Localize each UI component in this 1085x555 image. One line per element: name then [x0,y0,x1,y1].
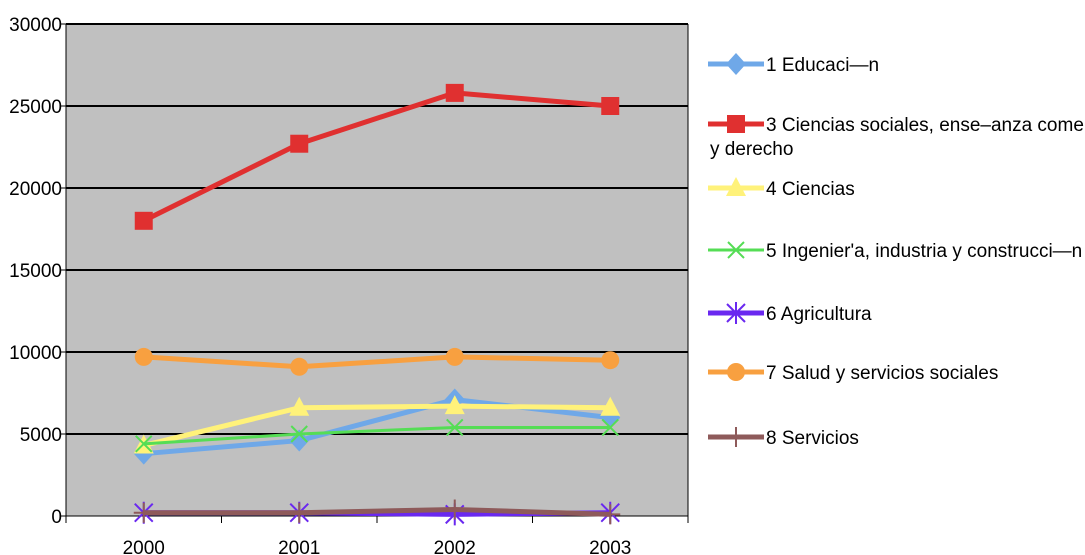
data-point [289,396,310,416]
data-point [446,418,464,437]
legend-swatch-marker [726,53,746,75]
legend-item-3: 4 Ciencias [708,177,855,200]
legend-swatch-marker [727,115,745,133]
legend-label: 7 Salud y servicios sociales [766,363,998,384]
series-group [133,83,621,526]
data-point [600,504,621,525]
legend-swatch-marker [726,302,746,324]
series-line [143,354,611,370]
data-point [290,134,309,153]
data-point [600,396,621,416]
legend-item-5: 6 Agricultura [708,302,872,325]
legend-label: y derecho [710,139,793,160]
legend-label: 8 Servicios [766,428,859,449]
y-tick-label: 5000 [20,425,62,446]
legend-label: 3 Ciencias sociales, ense–anza comercial [766,115,1085,136]
legend: 1 Educaci—n 3 Ciencias sociales, ense–anz… [708,53,1085,449]
y-tick-label: 10000 [9,343,62,364]
data-point [444,499,465,520]
x-tick-label: 2003 [589,538,631,555]
legend-item-1: 1 Educaci—n [708,53,879,76]
tick-labels: 0 5000 10000 15000 20000 25000 30000 2000 2001 20… [9,15,631,555]
y-tick-label: 15000 [9,261,62,282]
series-4 [135,418,619,453]
legend-item-2: 3 Ciencias sociales, ense–anza comercial… [708,115,1085,160]
data-point [290,425,308,443]
data-point [290,357,309,376]
series-line [143,403,611,448]
legend-swatch-marker [726,177,746,196]
series-3 [133,395,621,454]
legend-label: 5 Ingenier'a, industria y construcci—n [766,241,1082,262]
data-point [444,395,465,415]
x-tick-label: 2000 [123,538,165,555]
y-tick-label: 30000 [9,15,62,36]
data-point [445,347,464,366]
data-point [135,435,153,453]
y-tick-label: 25000 [9,97,62,118]
data-point [601,418,619,437]
series-line [143,425,611,446]
legend-label: 6 Agricultura [766,304,872,325]
data-point [445,83,464,102]
x-tick-label: 2001 [278,538,320,555]
data-point [134,347,153,366]
legend-label: 1 Educaci—n [766,55,879,76]
data-point [134,211,153,230]
y-tick-label: 20000 [9,179,62,200]
y-tick-label: 0 [51,507,62,528]
legend-item-6: 7 Salud y servicios sociales [708,363,998,384]
data-point [601,97,620,115]
legend-item-4: 5 Ingenier'a, industria y construcci—n [708,241,1082,262]
x-tick-label: 2002 [434,538,476,555]
data-point [133,502,154,523]
series-2 [134,83,620,230]
data-point [289,502,310,523]
legend-item-7: 8 Servicios [708,427,859,449]
series-7 [133,499,621,525]
legend-swatch-marker [727,241,745,259]
series-6 [134,347,620,376]
series-line [142,90,611,224]
series-line [143,506,611,517]
legend-swatch-marker [727,363,745,381]
legend-label: 4 Ciencias [766,179,855,200]
data-point [601,351,620,370]
legend-swatch-marker [726,427,746,447]
